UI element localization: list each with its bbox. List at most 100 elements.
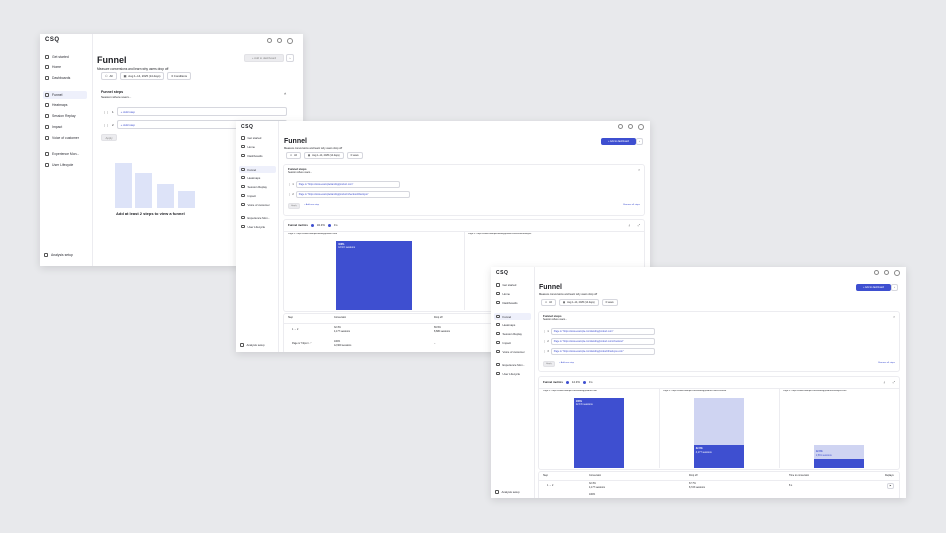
nav-analysis-setup[interactable]: Analysis setup [495,490,520,494]
nav-dashboards[interactable]: Dashboards [43,72,87,83]
nav-session-replay[interactable]: Session Replay [43,110,87,121]
add-new-step-link[interactable]: + Add new step [304,203,320,206]
more-button[interactable]: › [636,138,643,145]
conversion-dot [310,223,314,227]
nav-user-lifecycle[interactable]: User Lifecycle [43,159,87,170]
table-row[interactable]: 1 → 2 32.3% 4,177 sessions 66.9% 8,680 s… [288,326,640,336]
nav-impact[interactable]: Impact [494,338,531,347]
add-step-input[interactable]: + Add step [116,107,287,116]
more-button[interactable]: › [286,54,294,62]
avatar[interactable] [894,270,900,276]
conversion-bar[interactable] [813,459,865,468]
filter-all-chip[interactable]: ⚇ All [286,152,301,159]
nav-session-replay[interactable]: Session Replay [494,329,531,338]
avatar[interactable] [638,124,644,130]
filter-all-chip[interactable]: ⚇ All [541,299,556,306]
conversion-bar[interactable] [693,445,745,468]
nav-funnel[interactable]: Funnel [43,91,87,99]
conversion-bar[interactable] [336,241,412,310]
nav-analysis-setup[interactable]: Analysis setup [44,253,73,257]
step-input[interactable]: Page is "https://www.example/landing/pro… [295,191,410,198]
nav-get-started[interactable]: Get started [494,281,531,289]
nav-user-lifecycle[interactable]: User Lifecycle [494,369,531,378]
link-icon[interactable] [874,270,879,275]
table-row[interactable]: 100% [543,493,895,498]
apply-button[interactable]: Apply [101,134,117,141]
collapse-icon[interactable]: ˄ [893,315,895,319]
funnel-icon [496,314,500,319]
date-range-chip[interactable]: ▦ Aug 1–14, 2025 (14 days) [558,299,599,306]
nav-dashboards[interactable]: Dashboards [494,298,531,307]
nav-funnel[interactable]: Funnel [494,313,531,320]
drag-handle-icon[interactable]: ⋮⋮ [103,122,109,127]
drag-handle-icon[interactable]: ⋮ [543,350,546,353]
nav-get-started[interactable]: Get started [43,52,87,61]
conversion-bar[interactable] [573,398,625,468]
home-icon [496,291,500,296]
nav-session-replay[interactable]: Session Replay [239,182,276,191]
table-row[interactable]: 1 → 2 32.3% 4,177 sessions 67.7% 8,723 s… [543,482,895,491]
nav-get-started[interactable]: Get started [239,134,276,142]
nav-voice-of-customer[interactable]: Voice of customer [43,132,87,143]
chat-icon [496,349,500,354]
nav-impact[interactable]: Impact [43,121,87,132]
nav-experience-monitoring[interactable]: Experience Mon... [43,148,87,159]
nav-impact[interactable]: Impact [239,191,276,200]
nav-experience-monitoring[interactable]: Experience Mon... [239,213,276,222]
help-icon[interactable] [884,270,889,275]
link-icon[interactable] [618,124,623,129]
expand-icon[interactable]: ⤢ [892,380,895,384]
drag-handle-icon[interactable]: ⋮ [543,330,546,333]
conditions-chip[interactable]: 0 Conditions [167,72,192,80]
button-label: Apply [546,363,552,365]
nav-dashboards[interactable]: Dashboards [239,151,276,160]
collapse-icon[interactable]: ˄ [284,91,287,96]
nav-heatmaps[interactable]: Heatmaps [43,99,87,110]
date-range-chip[interactable]: ▦ Aug 1–14, 2025 (14 days) [303,152,344,159]
nav-analysis-setup[interactable]: Analysis setup [240,343,265,347]
apply-button[interactable]: Apply [288,203,300,209]
nav-funnel[interactable]: Funnel [239,166,276,173]
add-new-step-link[interactable]: + Add new step [559,361,575,364]
more-button[interactable]: › [891,284,898,291]
nav-home[interactable]: Home [43,61,87,72]
collapse-icon[interactable]: ˄ [638,168,640,172]
apply-button[interactable]: Apply [543,361,555,367]
replay-button[interactable]: ▶ [887,483,894,489]
nav-home[interactable]: Home [494,289,531,298]
drag-handle-icon[interactable]: ⋮ [543,340,546,343]
drag-handle-icon[interactable]: ⋮ [288,193,291,196]
filter-all-chip[interactable]: ⚇ All [101,72,117,80]
funnel-steps-subtitle: Session where users... [543,318,568,321]
remove-all-steps-link[interactable]: Remove all steps [878,361,895,364]
download-icon[interactable]: ⤓ [628,223,630,227]
nav-voice-of-customer[interactable]: Voice of customer [494,347,531,356]
step-input[interactable]: Page is "https://www.example.com/landing… [550,348,655,355]
nav-home[interactable]: Home [239,142,276,151]
expand-icon[interactable]: ⤢ [637,223,640,227]
nav-voice-of-customer[interactable]: Voice of customer [239,200,276,209]
conditions-chip[interactable]: 0 views [346,152,363,159]
download-icon[interactable]: ⤓ [883,380,885,384]
nav-heatmaps[interactable]: Heatmaps [239,173,276,182]
nav-experience-monitoring[interactable]: Experience Mon... [494,360,531,369]
link-icon[interactable] [267,38,272,43]
add-to-dashboard-button[interactable]: + Add to dashboard [856,284,891,291]
step-input[interactable]: Page is "https://www.example.com/landing… [550,338,655,345]
help-icon[interactable] [277,38,282,43]
help-icon[interactable] [628,124,633,129]
conditions-chip[interactable]: 0 views [601,299,618,306]
table-row[interactable]: Page is "https://..." 100% 12,900 sessio… [288,340,640,350]
add-to-dashboard-button[interactable]: + Add to dashboard [244,54,284,62]
nav-heatmaps[interactable]: Heatmaps [494,320,531,329]
avatar[interactable] [287,38,293,44]
step-input[interactable]: Page is "https://www.example/landing/pro… [295,181,400,188]
nav-user-lifecycle[interactable]: User Lifecycle [239,222,276,231]
date-range-chip[interactable]: ▦ Aug 1–14, 2025 (14 days) [119,72,165,80]
step-input[interactable]: Page is "https://www.example.com/landing… [550,328,655,335]
drag-handle-icon[interactable]: ⋮ [288,183,291,186]
remove-all-steps-link[interactable]: Remove all steps [623,203,640,206]
add-to-dashboard-button[interactable]: + Add to dashboard [601,138,636,145]
settings-icon [495,490,499,494]
drag-handle-icon[interactable]: ⋮⋮ [103,109,109,114]
